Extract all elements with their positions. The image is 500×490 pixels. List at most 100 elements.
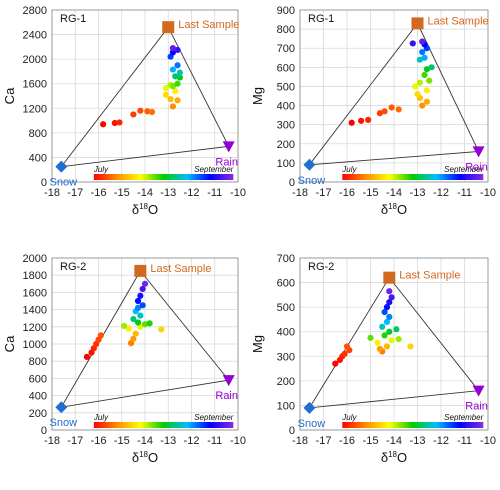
sample-point <box>111 119 118 127</box>
plot-frame <box>299 9 489 183</box>
x-axis-label-delta: δ <box>381 202 388 217</box>
y-tick-label: 300 <box>277 120 295 132</box>
x-tick-label: -11 <box>457 435 472 447</box>
last-sample-marker <box>134 264 147 277</box>
mixing-triangle <box>308 276 480 409</box>
x-tick-label: -14 <box>386 187 402 199</box>
sample-point <box>134 304 142 311</box>
x-tick-label: -10 <box>230 435 246 447</box>
x-tick-label: -12 <box>184 435 200 447</box>
y-tick-label: 600 <box>277 278 295 290</box>
x-tick-label: -18 <box>44 435 60 447</box>
sample-point <box>343 343 351 350</box>
rain-label: Rain <box>215 156 238 168</box>
y-axis-label: Mg <box>250 335 265 353</box>
x-tick-label: -13 <box>410 187 426 199</box>
sample-point <box>332 360 339 367</box>
sample-point <box>388 337 395 344</box>
sample-point <box>386 328 393 335</box>
x-axis-label: δ18O <box>132 450 158 465</box>
x-tick-label: -18 <box>292 435 308 447</box>
snow-label: Snow <box>298 175 326 187</box>
y-tick-label: 200 <box>277 376 295 388</box>
sample-point <box>383 318 391 325</box>
sample-point <box>386 313 393 321</box>
sample-point <box>421 71 428 79</box>
sample-point <box>393 326 400 333</box>
sample-point <box>176 69 183 76</box>
sample-point <box>174 62 181 69</box>
y-axis-label: Mg <box>250 87 265 105</box>
sample-point <box>365 116 372 123</box>
sample-point <box>416 79 423 86</box>
y-tick-label: 500 <box>277 302 295 314</box>
y-axis-label: Ca <box>2 335 17 352</box>
x-tick-label: -15 <box>363 187 379 199</box>
sample-point <box>419 38 426 45</box>
x-tick-label: -12 <box>184 187 200 199</box>
x-axis-label-species: O <box>148 450 158 465</box>
y-tick-label: 200 <box>29 408 47 420</box>
sample-point <box>144 108 151 115</box>
x-tick-label: -14 <box>137 187 153 199</box>
snow-label: Snow <box>50 417 78 429</box>
y-tick-label: 600 <box>277 62 295 74</box>
y-tick-label: 1600 <box>23 79 47 91</box>
y-tick-label: 2400 <box>23 30 47 42</box>
x-axis-label-delta: δ <box>132 202 139 217</box>
last-sample-marker <box>411 17 424 30</box>
x-tick-label: -11 <box>457 187 472 199</box>
sample-point <box>381 332 388 339</box>
y-tick-label: 400 <box>277 327 295 339</box>
sample-point <box>83 353 90 360</box>
colorbar-end-label: September <box>194 413 233 422</box>
x-tick-label: -17 <box>316 435 332 447</box>
y-tick-label: 1400 <box>23 305 47 317</box>
sample-point <box>414 90 421 98</box>
y-tick-label: 1200 <box>23 322 47 334</box>
x-tick-label: -11 <box>207 435 222 447</box>
x-tick-label: -18 <box>292 187 308 199</box>
snow-marker <box>303 401 316 414</box>
x-tick-label: -13 <box>410 435 426 447</box>
sample-point <box>97 332 104 339</box>
sample-point <box>381 108 388 115</box>
y-tick-label: 900 <box>277 5 295 17</box>
sample-point <box>158 326 165 333</box>
chart-panel-2: -18 -17 -16 -15 -14 -13 -12 -11 -10 0 100 200 300 400… <box>250 5 496 217</box>
colorbar <box>342 422 484 428</box>
x-tick-label: -14 <box>137 435 153 447</box>
x-tick-label: -16 <box>339 435 355 447</box>
last-sample-marker <box>162 21 175 34</box>
x-axis-label-superscript: 18 <box>388 450 397 459</box>
y-axis-label: Ca <box>2 87 17 104</box>
sample-point <box>388 104 395 111</box>
rain-marker <box>472 146 485 158</box>
sample-point <box>174 46 181 54</box>
sample-point <box>388 294 395 301</box>
sample-point <box>421 54 428 61</box>
colorbar <box>342 174 484 180</box>
sample-point <box>416 56 423 63</box>
sample-point <box>412 83 419 90</box>
y-tick-label: 2800 <box>23 5 47 17</box>
x-axis-label-delta: δ <box>381 450 388 465</box>
rain-label: Rain <box>465 161 488 173</box>
sample-point <box>141 321 149 328</box>
panel-title: RG-1 <box>60 13 86 25</box>
sample-point <box>383 343 391 350</box>
sample-point <box>169 44 176 52</box>
sample-point <box>134 297 142 305</box>
y-tick-label: 800 <box>277 24 295 36</box>
panel-title: RG-1 <box>308 13 334 25</box>
sample-point <box>172 87 179 95</box>
sample-point <box>162 84 170 92</box>
y-tick-label: 0 <box>41 425 47 437</box>
panel-title: RG-2 <box>308 261 334 273</box>
sample-point <box>428 64 435 71</box>
x-axis-label-species: O <box>397 202 407 217</box>
sample-point <box>419 48 426 56</box>
sample-point <box>146 320 153 327</box>
colorbar-start-label: July <box>93 165 109 174</box>
